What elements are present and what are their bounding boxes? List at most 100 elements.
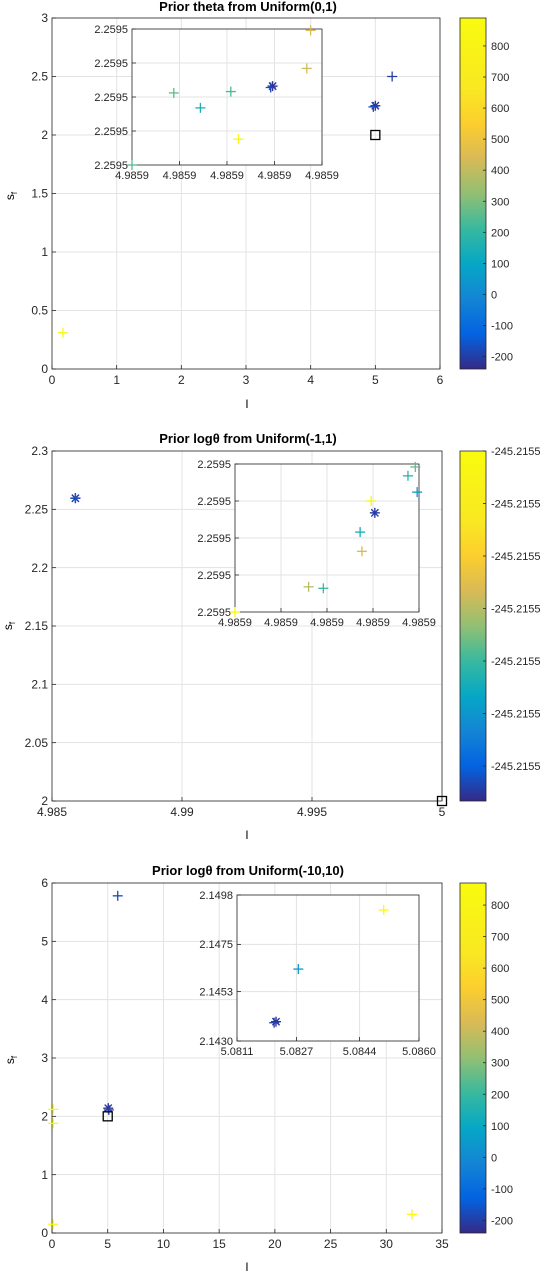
y-tick-label: 2.2595 [94,92,128,104]
x-tick-label: 5 [372,373,379,387]
x-tick-label: 15 [212,1237,226,1251]
colorbar-tick-label: 200 [491,1089,509,1101]
y-tick-label: 3 [41,1051,48,1065]
plus-marker [103,1104,114,1115]
plus-marker [195,102,206,113]
plus-marker [48,1219,59,1230]
y-tick-label: 2.2595 [94,58,128,70]
plus-marker [293,964,304,975]
x-tick-label: 4.9859 [310,617,344,629]
x-tick-label: 30 [380,1237,394,1251]
y-tick-label: 2.2595 [197,570,231,582]
x-tick-label: 0 [49,1237,56,1251]
colorbar-tick-label: -100 [491,1184,513,1196]
plus-marker [387,71,398,82]
colorbar-tick-label: -245.2155 [491,446,541,458]
y-tick-label: 0 [41,1226,48,1240]
plus-marker [127,160,137,170]
colorbar-tick-label: 700 [491,72,509,84]
y-tick-label: 1 [41,245,48,259]
x-tick-label: 3 [243,373,250,387]
x-tick-label: 4.9859 [218,617,252,629]
x-tick-label: 5.0844 [343,1046,377,1058]
plus-marker [265,82,276,93]
inset-axes: 5.0811 5.0827 5.0844 5.0860 2.1430 2.1453 2.14… [199,890,435,1058]
plus-marker [366,496,377,506]
y-tick-label: 2 [41,794,48,808]
y-tick-label: 3 [41,11,48,25]
colorbar-tick-label: -200 [491,1215,513,1227]
y-tick-label: 2.2595 [94,24,128,36]
y-tick-label: 1 [41,1168,48,1182]
chart-title: Prior theta from Uniform(0,1) [159,0,337,14]
colorbar-tick-label: 300 [491,196,509,208]
y-tick-label: 2.1453 [199,986,233,998]
y-tick-label: 1.5 [31,187,48,201]
colorbar-tick-label: -245.2155 [491,499,541,511]
colorbar: -245.2155 -245.2155 -245.2155 -245.2155 -245… [459,446,541,802]
plus-marker [70,493,81,504]
x-tick-label: 4.9859 [402,617,436,629]
colorbar-tick-label: 800 [491,900,509,912]
colorbar-tick-label: -245.2155 [491,709,541,721]
inset-axes: 4.9859 4.9859 4.9859 4.9859 4.98592.25952.25… [94,24,338,182]
colorbar-tick-label: 600 [491,963,509,975]
inset-axes: 4.9859 4.9859 4.9859 4.9859 4.98592.25952.25… [197,459,435,629]
colorbar-gradient [459,17,487,370]
star-marker [271,1016,281,1027]
y-tick-label: 2.15 [25,619,49,633]
star-marker [369,507,380,518]
panel-1: Prior theta from Uniform(0,1) sf l 0 1 2 3 4… [3,0,513,411]
colorbar-tick-label: 600 [491,103,509,115]
plus-marker [355,527,366,538]
y-tick-label: 2 [41,1110,48,1124]
plus-marker [225,86,236,97]
colorbar-tick-label: 500 [491,995,509,1007]
colorbar: -200 -100 0 100 200 300 400 500 600 700 800 [459,17,513,370]
plus-marker [233,134,244,145]
x-tick-label: 4.9859 [356,617,390,629]
plus-marker [57,327,68,338]
colorbar-tick-label: 100 [491,258,509,270]
colorbar-tick-label: -245.2155 [491,656,541,668]
y-tick-label: 2.2595 [197,496,231,508]
y-tick-label: 2.2595 [197,533,231,545]
plus-marker [378,905,389,916]
reference-square-marker [436,795,448,807]
colorbar-gradient [459,450,487,802]
colorbar-tick-label: 100 [491,1121,509,1133]
x-tick-label: 4.9859 [163,170,197,182]
y-axis-label: sf [1,621,17,630]
y-tick-label: 2.3 [31,444,48,458]
y-tick-label: 0.5 [31,304,48,318]
colorbar-tick-label: -245.2155 [491,761,541,773]
x-tick-label: 4.9859 [210,170,244,182]
plus-marker [230,607,240,617]
x-tick-label: 4 [307,373,314,387]
y-tick-label: 2.2 [31,561,48,575]
y-tick-label: 2.1 [31,678,48,692]
y-axis-label: sf [3,191,19,200]
x-tick-label: 4.99 [170,805,194,819]
colorbar: -200 -100 0 100 200 300 400 500 600 700 800 [459,882,513,1234]
y-tick-label: 4 [41,993,48,1007]
plus-marker [412,487,423,498]
axes-box [236,894,420,1042]
panel-3: Prior logθ from Uniform(-10,10) sf l 0 5 1… [3,863,513,1274]
x-tick-label: 4.995 [297,805,327,819]
plus-marker [356,546,367,557]
plus-marker [318,583,329,594]
colorbar-tick-label: 0 [491,289,497,301]
plot-area [237,895,419,1041]
x-tick-label: 4.9859 [305,170,339,182]
colorbar-tick-label: -200 [491,352,513,364]
x-tick-label: 5.0827 [280,1046,314,1058]
colorbar-tick-label: 500 [491,134,509,146]
y-tick-label: 2.25 [25,503,49,517]
star-marker [267,81,278,92]
colorbar-tick-label: 400 [491,1026,509,1038]
y-tick-label: 2.2595 [94,160,128,172]
colorbar-gradient [459,882,487,1234]
panel-2: Prior logθ from Uniform(-1,1) sf l 4.985… [1,431,541,842]
